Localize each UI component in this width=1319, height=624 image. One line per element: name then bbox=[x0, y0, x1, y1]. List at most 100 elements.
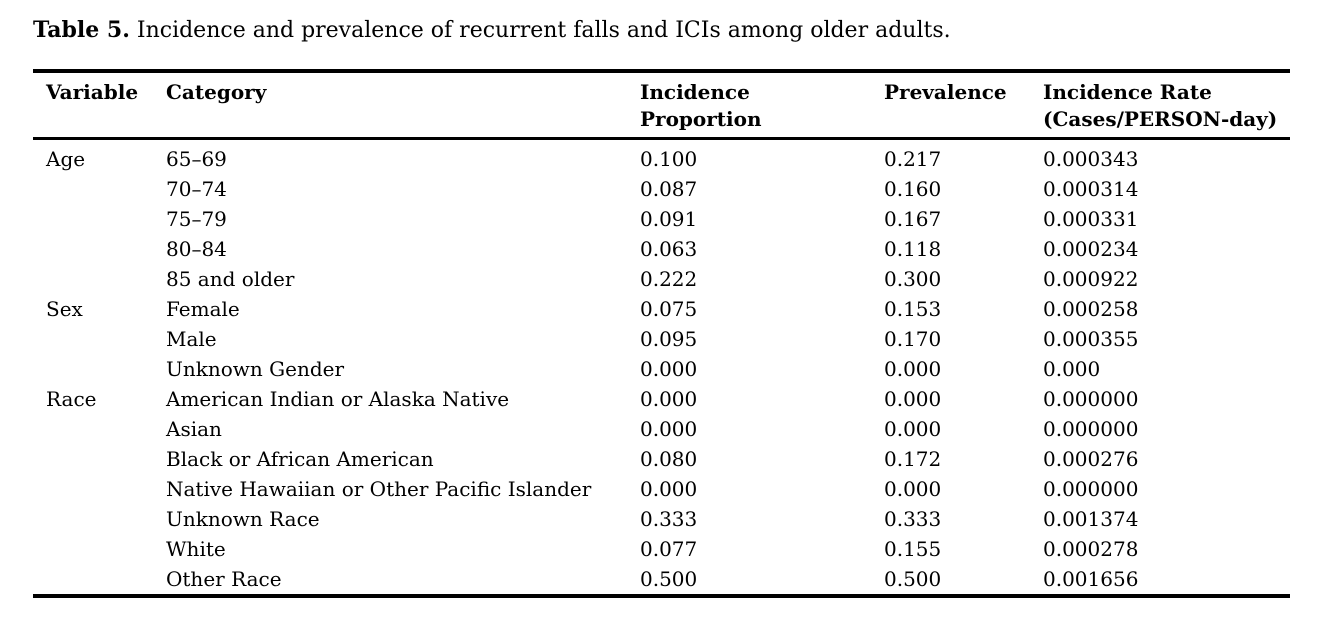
cell-incidence-rate: 0.000 bbox=[1043, 357, 1101, 381]
cell-variable bbox=[33, 354, 166, 384]
cell-incidence-rate: 0.000278 bbox=[1043, 537, 1139, 561]
cell-category: American Indian or Alaska Native bbox=[166, 387, 510, 411]
cell-prevalence: 0.155 bbox=[884, 537, 942, 561]
cell-incidence-rate: 0.001374 bbox=[1043, 507, 1139, 531]
cell-category: Male bbox=[166, 327, 217, 351]
header-category: Category bbox=[166, 71, 640, 140]
cell-category: Unknown Race bbox=[166, 507, 320, 531]
table-row: Sex Female 0.075 0.153 0.000258 bbox=[33, 294, 1290, 324]
cell-incidence-proportion: 0.000 bbox=[640, 357, 698, 381]
cell-incidence-proportion: 0.087 bbox=[640, 177, 698, 201]
cell-incidence-rate: 0.000234 bbox=[1043, 237, 1139, 261]
table-row: Other Race 0.500 0.500 0.001656 bbox=[33, 564, 1290, 596]
cell-category: Female bbox=[166, 297, 240, 321]
cell-variable bbox=[33, 324, 166, 354]
cell-category: 80–84 bbox=[166, 237, 227, 261]
table-header: Variable Category Incidence Proportion P… bbox=[33, 71, 1290, 140]
table-row: 70–74 0.087 0.160 0.000314 bbox=[33, 174, 1290, 204]
table-row: 80–84 0.063 0.118 0.000234 bbox=[33, 234, 1290, 264]
header-variable: Variable bbox=[33, 71, 166, 140]
table-row: Race American Indian or Alaska Native 0.… bbox=[33, 384, 1290, 414]
cell-prevalence: 0.167 bbox=[884, 207, 942, 231]
cell-variable bbox=[33, 564, 166, 596]
table-body: Age 65–69 0.100 0.217 0.000343 70–74 0.0… bbox=[33, 139, 1290, 597]
cell-category: Asian bbox=[166, 417, 222, 441]
table-row: White 0.077 0.155 0.000278 bbox=[33, 534, 1290, 564]
table-row: Unknown Race 0.333 0.333 0.001374 bbox=[33, 504, 1290, 534]
cell-prevalence: 0.160 bbox=[884, 177, 942, 201]
cell-variable: Age bbox=[46, 147, 86, 171]
table-row: Black or African American 0.080 0.172 0.… bbox=[33, 444, 1290, 474]
cell-prevalence: 0.000 bbox=[884, 387, 942, 411]
cell-prevalence: 0.333 bbox=[884, 507, 942, 531]
cell-category: Native Hawaiian or Other Pacific Islande… bbox=[166, 477, 592, 501]
cell-variable bbox=[33, 474, 166, 504]
cell-prevalence: 0.118 bbox=[884, 237, 942, 261]
cell-incidence-proportion: 0.000 bbox=[640, 417, 698, 441]
cell-category: White bbox=[166, 537, 226, 561]
cell-incidence-proportion: 0.000 bbox=[640, 387, 698, 411]
cell-prevalence: 0.172 bbox=[884, 447, 942, 471]
table-row: Age 65–69 0.100 0.217 0.000343 bbox=[33, 139, 1290, 175]
cell-incidence-rate: 0.000000 bbox=[1043, 387, 1139, 411]
cell-variable: Sex bbox=[46, 297, 83, 321]
cell-prevalence: 0.500 bbox=[884, 567, 942, 591]
cell-incidence-rate: 0.001656 bbox=[1043, 567, 1139, 591]
cell-incidence-rate: 0.000343 bbox=[1043, 147, 1139, 171]
cell-incidence-proportion: 0.080 bbox=[640, 447, 698, 471]
cell-incidence-rate: 0.000314 bbox=[1043, 177, 1139, 201]
table-row: 85 and older 0.222 0.300 0.000922 bbox=[33, 264, 1290, 294]
cell-incidence-proportion: 0.222 bbox=[640, 267, 698, 291]
cell-variable bbox=[33, 174, 166, 204]
cell-incidence-proportion: 0.500 bbox=[640, 567, 698, 591]
cell-prevalence: 0.170 bbox=[884, 327, 942, 351]
cell-variable bbox=[33, 204, 166, 234]
cell-incidence-rate: 0.000331 bbox=[1043, 207, 1139, 231]
cell-variable bbox=[33, 414, 166, 444]
cell-category: 65–69 bbox=[166, 147, 227, 171]
cell-variable bbox=[33, 264, 166, 294]
table-row: 75–79 0.091 0.167 0.000331 bbox=[33, 204, 1290, 234]
table-row: Asian 0.000 0.000 0.000000 bbox=[33, 414, 1290, 444]
cell-incidence-rate: 0.000258 bbox=[1043, 297, 1139, 321]
cell-category: Black or African American bbox=[166, 447, 434, 471]
cell-category: 70–74 bbox=[166, 177, 227, 201]
cell-variable bbox=[33, 534, 166, 564]
cell-prevalence: 0.000 bbox=[884, 417, 942, 441]
cell-variable: Race bbox=[46, 387, 97, 411]
cell-incidence-rate: 0.000276 bbox=[1043, 447, 1139, 471]
cell-incidence-proportion: 0.077 bbox=[640, 537, 698, 561]
cell-incidence-rate: 0.000355 bbox=[1043, 327, 1139, 351]
cell-prevalence: 0.000 bbox=[884, 357, 942, 381]
table-caption: Table 5. Incidence and prevalence of rec… bbox=[33, 14, 1290, 47]
data-table: Variable Category Incidence Proportion P… bbox=[33, 69, 1290, 598]
cell-incidence-rate: 0.000922 bbox=[1043, 267, 1139, 291]
cell-incidence-proportion: 0.100 bbox=[640, 147, 698, 171]
cell-incidence-proportion: 0.095 bbox=[640, 327, 698, 351]
cell-variable bbox=[33, 234, 166, 264]
header-prevalence: Prevalence bbox=[884, 71, 1043, 140]
table-caption-text: Incidence and prevalence of recurrent fa… bbox=[129, 18, 951, 43]
cell-incidence-proportion: 0.091 bbox=[640, 207, 698, 231]
header-row: Variable Category Incidence Proportion P… bbox=[33, 71, 1290, 140]
cell-incidence-rate: 0.000000 bbox=[1043, 477, 1139, 501]
cell-variable bbox=[33, 504, 166, 534]
table-row: Male 0.095 0.170 0.000355 bbox=[33, 324, 1290, 354]
cell-prevalence: 0.300 bbox=[884, 267, 942, 291]
cell-category: 85 and older bbox=[166, 267, 295, 291]
table-caption-label: Table 5. bbox=[33, 17, 130, 43]
cell-incidence-proportion: 0.075 bbox=[640, 297, 698, 321]
header-incidence-proportion: Incidence Proportion bbox=[640, 71, 884, 140]
table-row: Native Hawaiian or Other Pacific Islande… bbox=[33, 474, 1290, 504]
cell-prevalence: 0.153 bbox=[884, 297, 942, 321]
header-incidence-rate: Incidence Rate (Cases/PERSON-day) bbox=[1043, 71, 1290, 140]
cell-incidence-proportion: 0.333 bbox=[640, 507, 698, 531]
table-row: Unknown Gender 0.000 0.000 0.000 bbox=[33, 354, 1290, 384]
cell-variable bbox=[33, 444, 166, 474]
cell-incidence-proportion: 0.063 bbox=[640, 237, 698, 261]
cell-category: 75–79 bbox=[166, 207, 227, 231]
cell-incidence-rate: 0.000000 bbox=[1043, 417, 1139, 441]
cell-category: Other Race bbox=[166, 567, 282, 591]
cell-prevalence: 0.000 bbox=[884, 477, 942, 501]
